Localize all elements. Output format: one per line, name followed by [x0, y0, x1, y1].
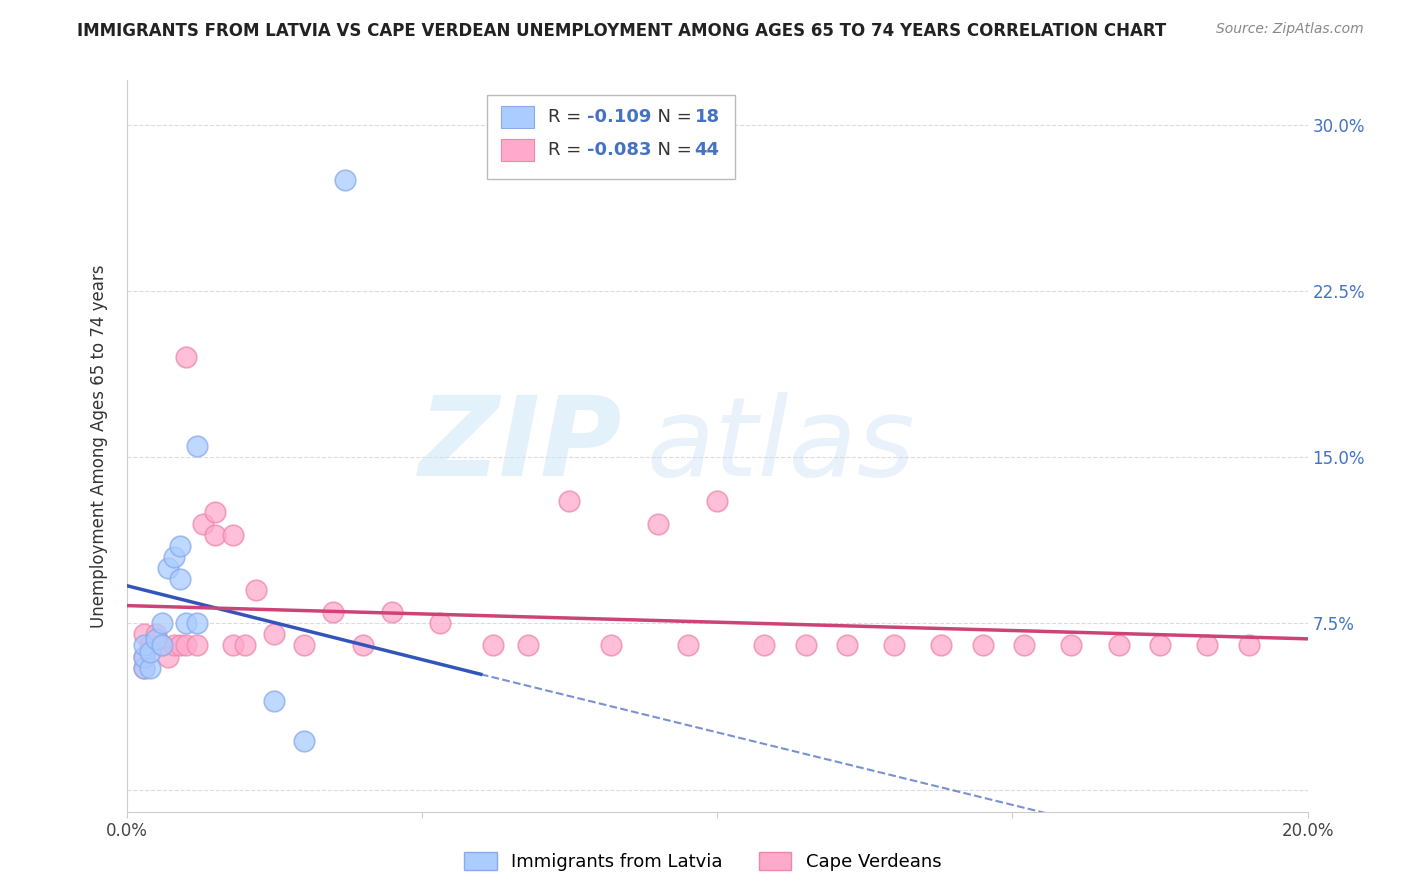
Text: IMMIGRANTS FROM LATVIA VS CAPE VERDEAN UNEMPLOYMENT AMONG AGES 65 TO 74 YEARS CO: IMMIGRANTS FROM LATVIA VS CAPE VERDEAN U… — [77, 22, 1167, 40]
Point — [204, 527, 226, 541]
Point — [139, 660, 162, 674]
Point — [222, 527, 245, 541]
Point — [145, 632, 167, 646]
Point — [193, 516, 215, 531]
Point — [204, 506, 226, 520]
Legend: Immigrants from Latvia, Cape Verdeans: Immigrants from Latvia, Cape Verdeans — [457, 845, 949, 879]
Point — [931, 639, 953, 653]
Point — [169, 639, 191, 653]
Point — [134, 649, 156, 664]
FancyBboxPatch shape — [486, 95, 735, 179]
Text: N =: N = — [647, 108, 697, 126]
Point — [381, 605, 404, 619]
Point — [134, 649, 156, 664]
Point — [333, 173, 356, 187]
Point — [150, 639, 173, 653]
Point — [134, 639, 156, 653]
Text: R =: R = — [548, 141, 588, 159]
Point — [163, 549, 186, 564]
Point — [150, 639, 173, 653]
Point — [186, 439, 208, 453]
Point — [156, 561, 179, 575]
Point — [706, 494, 728, 508]
Point — [233, 639, 256, 653]
Point — [292, 639, 315, 653]
Point — [558, 494, 581, 508]
Point — [754, 639, 776, 653]
Point — [174, 639, 197, 653]
Point — [222, 639, 245, 653]
Point — [883, 639, 905, 653]
Point — [186, 616, 208, 631]
Point — [1060, 639, 1083, 653]
Text: Source: ZipAtlas.com: Source: ZipAtlas.com — [1216, 22, 1364, 37]
Point — [599, 639, 621, 653]
Point — [186, 639, 208, 653]
Point — [1149, 639, 1171, 653]
Point — [169, 572, 191, 586]
Point — [139, 639, 162, 653]
Point — [835, 639, 858, 653]
Point — [169, 539, 191, 553]
Text: atlas: atlas — [647, 392, 915, 500]
Point — [139, 645, 162, 659]
Text: 18: 18 — [695, 108, 720, 126]
Point — [145, 627, 167, 641]
FancyBboxPatch shape — [501, 106, 534, 128]
Point — [245, 583, 267, 598]
Point — [676, 639, 699, 653]
Point — [1237, 639, 1260, 653]
Point — [163, 639, 186, 653]
Point — [352, 639, 374, 653]
Point — [134, 627, 156, 641]
Point — [292, 733, 315, 747]
Text: N =: N = — [647, 141, 697, 159]
Point — [174, 351, 197, 365]
Point — [794, 639, 817, 653]
Text: -0.083: -0.083 — [588, 141, 651, 159]
Point — [1012, 639, 1035, 653]
Point — [647, 516, 669, 531]
Point — [429, 616, 451, 631]
Point — [134, 660, 156, 674]
Point — [134, 660, 156, 674]
Text: R =: R = — [548, 108, 588, 126]
Point — [150, 616, 173, 631]
Point — [517, 639, 540, 653]
Point — [156, 649, 179, 664]
Point — [322, 605, 344, 619]
Point — [263, 627, 285, 641]
Point — [972, 639, 994, 653]
Point — [1108, 639, 1130, 653]
Text: -0.109: -0.109 — [588, 108, 651, 126]
Point — [263, 694, 285, 708]
Y-axis label: Unemployment Among Ages 65 to 74 years: Unemployment Among Ages 65 to 74 years — [90, 264, 108, 628]
Text: ZIP: ZIP — [419, 392, 623, 500]
FancyBboxPatch shape — [501, 139, 534, 161]
Point — [481, 639, 503, 653]
Point — [1197, 639, 1219, 653]
Text: 44: 44 — [695, 141, 720, 159]
Point — [174, 616, 197, 631]
